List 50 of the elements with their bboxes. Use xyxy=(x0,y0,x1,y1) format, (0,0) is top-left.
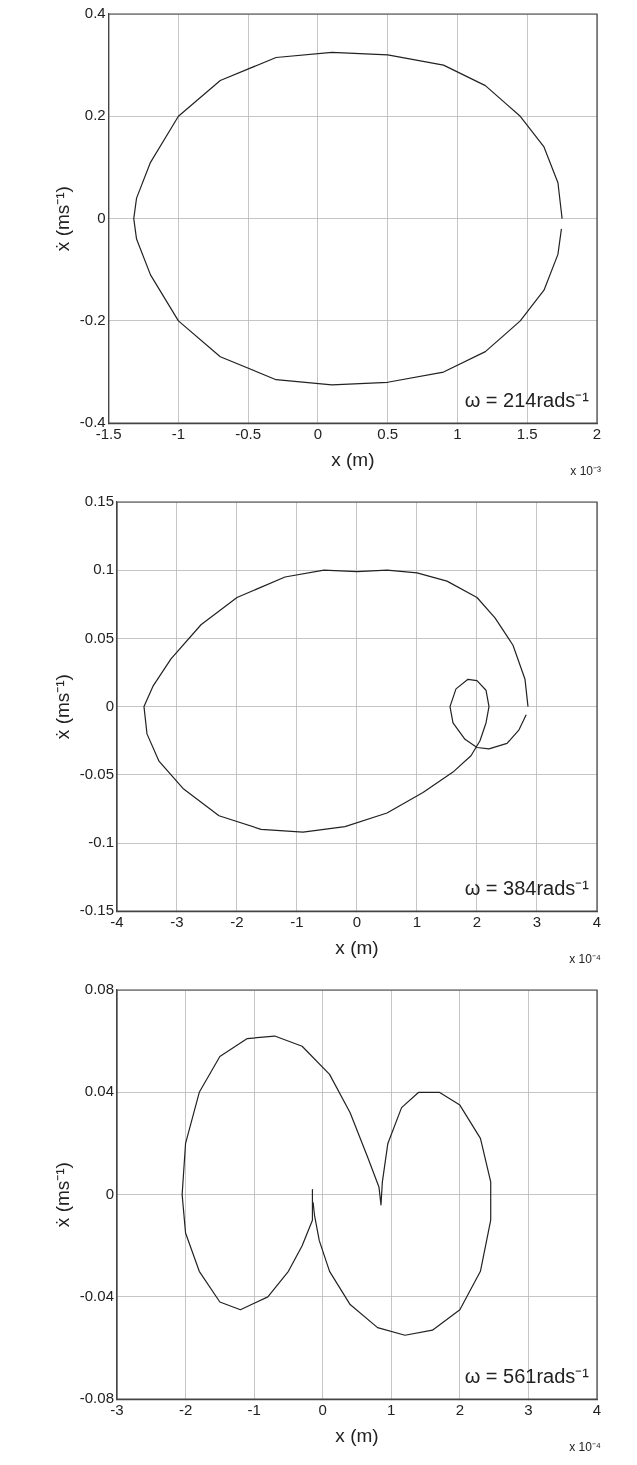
y-tick-label: 0 xyxy=(97,208,106,226)
text: x 10⁻⁴ xyxy=(569,1439,601,1454)
annotation: ω = 384rads⁻¹ xyxy=(464,876,590,899)
y-axis-title: ẋ (ms⁻¹) xyxy=(51,186,73,252)
annotation: ω = 214rads⁻¹ xyxy=(464,388,590,411)
x-tick-label: 2 xyxy=(472,913,482,931)
y-tick-label: -0.1 xyxy=(88,833,114,851)
y-tick-label: 0.04 xyxy=(84,1082,114,1100)
x-tick-label: 3 xyxy=(532,913,542,931)
y-tick-label: -0.2 xyxy=(79,311,106,329)
x-tick-label: -1 xyxy=(290,913,304,931)
x-tick-label: 0 xyxy=(352,913,362,931)
y-tick-label: 0 xyxy=(105,696,114,714)
y-tick-label: -0.04 xyxy=(79,1287,114,1305)
x-tick-label: -1 xyxy=(171,425,186,443)
x-tick-label: 0 xyxy=(318,1401,327,1419)
x-tick-label: -2 xyxy=(178,1401,193,1419)
y-tick-label: -0.15 xyxy=(79,901,114,919)
text: x 10⁻³ xyxy=(570,463,601,478)
annotation: ω = 561rads⁻¹ xyxy=(464,1364,590,1387)
x-tick-label: 1 xyxy=(387,1401,396,1419)
y-axis-title: ẋ (ms⁻¹) xyxy=(51,1162,73,1228)
x-tick-label: -0.5 xyxy=(235,425,262,443)
y-tick-label: 0.2 xyxy=(84,106,106,124)
x-tick-label: -3 xyxy=(170,913,184,931)
x-tick-label: 1 xyxy=(453,425,462,443)
x-tick-label: -1 xyxy=(247,1401,261,1419)
y-tick-label: -0.08 xyxy=(79,1389,114,1407)
y-tick-label: 0.15 xyxy=(84,492,114,510)
x-tick-label: 0.5 xyxy=(377,425,399,443)
y-tick-label: 0.05 xyxy=(84,628,114,646)
y-tick-label: -0.05 xyxy=(79,764,114,782)
y-tick-label: 0.08 xyxy=(84,980,114,998)
x-tick-label: 1.5 xyxy=(516,425,538,443)
x-tick-label: 0 xyxy=(313,425,323,443)
y-tick-label: 0.4 xyxy=(84,4,106,22)
x-tick-label: 4 xyxy=(592,913,602,931)
x-tick-label: 4 xyxy=(592,1401,602,1419)
x-tick-label: -2 xyxy=(230,913,244,931)
x-tick-label: 1 xyxy=(412,913,422,931)
y-axis-title: ẋ (ms⁻¹) xyxy=(51,674,73,740)
x-tick-label: 2 xyxy=(455,1401,465,1419)
x-axis-title: x (m) xyxy=(335,936,379,958)
y-tick-label: 0 xyxy=(105,1184,114,1202)
text: x 10⁻⁴ xyxy=(569,951,601,966)
x-axis-title: x (m) xyxy=(331,448,375,470)
x-tick-label: 2 xyxy=(592,425,602,443)
x-axis-title: x (m) xyxy=(335,1424,379,1446)
y-tick-label: 0.1 xyxy=(93,560,114,578)
x-tick-label: 3 xyxy=(524,1401,533,1419)
